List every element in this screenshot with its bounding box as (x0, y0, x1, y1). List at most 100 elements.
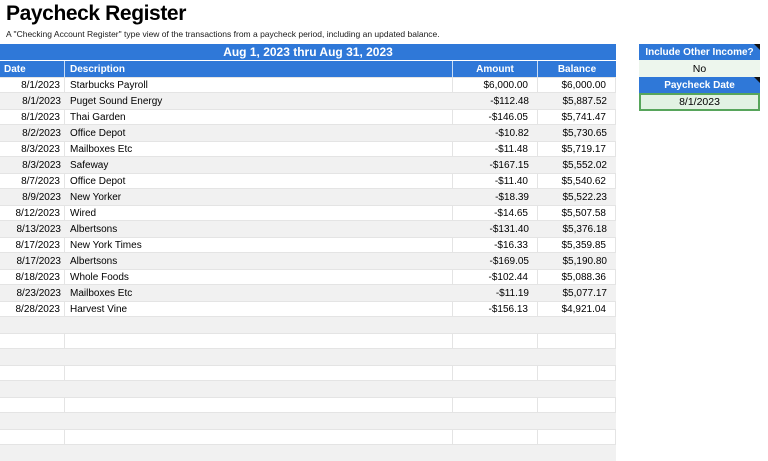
table-row[interactable]: 8/7/2023 Office Depot -$11.40 $5,540.62 (0, 173, 616, 189)
cell-date[interactable]: 8/3/2023 (0, 142, 65, 156)
table-row[interactable]: 8/1/2023 Thai Garden -$146.05 $5,741.47 (0, 109, 616, 125)
cell-amount[interactable]: -$167.15 (489, 159, 529, 171)
cell-description[interactable]: Harvest Vine (65, 302, 453, 316)
cell-amount[interactable]: -$11.19 (495, 287, 529, 299)
cell-balance[interactable]: $5,719.17 (538, 142, 616, 156)
cell-amount[interactable] (453, 413, 538, 429)
table-row[interactable]: 8/12/2023 Wired -$14.65 $5,507.58 (0, 205, 616, 221)
cell-balance[interactable]: $5,540.62 (538, 174, 616, 188)
cell-description[interactable]: Mailboxes Etc (70, 287, 133, 299)
cell-balance[interactable]: $5,887.52 (562, 95, 608, 107)
cell-amount[interactable]: -$156.13 (453, 302, 538, 316)
column-header-balance[interactable]: Balance (557, 63, 597, 75)
cell-description[interactable]: Albertsons (70, 255, 118, 267)
cell-date[interactable]: 8/1/2023 (22, 95, 61, 107)
cell-date[interactable] (0, 430, 65, 444)
cell-amount[interactable]: -$112.48 (490, 95, 529, 107)
cell-balance[interactable] (538, 430, 616, 444)
table-row[interactable] (0, 349, 616, 365)
cell-amount[interactable]: $6,000.00 (453, 78, 538, 92)
cell-description[interactable]: Safeway (70, 159, 109, 171)
table-row[interactable] (0, 413, 616, 429)
cell-balance[interactable]: $5,077.17 (562, 287, 608, 299)
table-row[interactable] (0, 429, 616, 445)
cell-amount[interactable] (453, 317, 538, 333)
cell-date[interactable]: 8/28/2023 (0, 302, 65, 316)
cell-description[interactable] (65, 366, 453, 380)
cell-date[interactable] (0, 381, 65, 397)
table-row[interactable]: 8/17/2023 Albertsons -$169.05 $5,190.80 (0, 253, 616, 269)
paycheck-date-value[interactable]: 8/1/2023 (639, 93, 760, 111)
cell-date[interactable] (0, 413, 65, 429)
table-row[interactable]: 8/1/2023 Starbucks Payroll $6,000.00 $6,000… (0, 77, 616, 93)
cell-balance[interactable]: $5,741.47 (538, 110, 616, 124)
cell-amount[interactable]: -$18.39 (495, 191, 529, 203)
cell-balance[interactable]: $4,921.04 (538, 302, 616, 316)
table-row[interactable] (0, 317, 616, 333)
cell-description[interactable]: Mailboxes Etc (65, 142, 453, 156)
cell-balance[interactable] (538, 317, 616, 333)
cell-date[interactable]: 8/7/2023 (0, 174, 65, 188)
cell-balance[interactable] (538, 381, 616, 397)
cell-amount[interactable] (453, 381, 538, 397)
cell-description[interactable]: Starbucks Payroll (65, 78, 453, 92)
table-row[interactable] (0, 333, 616, 349)
cell-balance[interactable]: $5,552.02 (562, 159, 608, 171)
cell-amount[interactable] (453, 445, 538, 461)
cell-date[interactable]: 8/18/2023 (0, 270, 65, 284)
cell-balance[interactable] (538, 366, 616, 380)
column-header-amount[interactable]: Amount (453, 61, 538, 77)
table-row[interactable]: 8/18/2023 Whole Foods -$102.44 $5,088.36 (0, 269, 616, 285)
include-other-income-header[interactable]: Include Other Income? (639, 44, 760, 60)
cell-date[interactable]: 8/1/2023 (0, 78, 65, 92)
cell-amount[interactable]: -$169.05 (489, 255, 529, 267)
cell-amount[interactable]: -$11.48 (453, 142, 538, 156)
cell-balance[interactable]: $5,730.65 (562, 127, 608, 139)
cell-amount[interactable]: -$102.44 (453, 270, 538, 284)
cell-balance[interactable]: $6,000.00 (538, 78, 616, 92)
cell-description[interactable]: New York Times (65, 238, 453, 252)
table-row[interactable] (0, 365, 616, 381)
cell-description[interactable] (65, 430, 453, 444)
cell-date[interactable] (0, 445, 65, 461)
cell-description[interactable] (65, 413, 453, 429)
cell-balance[interactable] (538, 445, 616, 461)
table-row[interactable]: 8/28/2023 Harvest Vine -$156.13 $4,921.04 (0, 301, 616, 317)
table-row[interactable] (0, 397, 616, 413)
cell-description[interactable] (65, 349, 453, 365)
cell-date[interactable] (0, 317, 65, 333)
cell-description[interactable]: Wired (65, 206, 453, 220)
paycheck-date-header[interactable]: Paycheck Date (639, 77, 760, 93)
cell-description[interactable]: Puget Sound Energy (70, 95, 163, 107)
cell-balance[interactable]: $5,088.36 (538, 270, 616, 284)
cell-description[interactable]: Office Depot (70, 127, 126, 139)
cell-date[interactable]: 8/23/2023 (16, 287, 62, 299)
cell-description[interactable] (65, 317, 453, 333)
cell-date[interactable] (0, 398, 65, 412)
table-row[interactable]: 8/13/2023 Albertsons -$131.40 $5,376.18 (0, 221, 616, 237)
include-other-income-value[interactable]: No (639, 60, 760, 77)
cell-amount[interactable] (453, 349, 538, 365)
cell-balance[interactable] (538, 349, 616, 365)
cell-date[interactable] (0, 349, 65, 365)
cell-description[interactable]: Whole Foods (65, 270, 453, 284)
cell-amount[interactable] (453, 334, 538, 348)
table-row[interactable] (0, 381, 616, 397)
cell-description[interactable] (65, 381, 453, 397)
cell-balance[interactable] (538, 413, 616, 429)
cell-date[interactable]: 8/1/2023 (0, 110, 65, 124)
cell-date[interactable] (0, 366, 65, 380)
cell-amount[interactable] (453, 398, 538, 412)
cell-date[interactable]: 8/9/2023 (22, 191, 61, 203)
column-header-date[interactable]: Date (0, 61, 65, 77)
cell-amount[interactable]: -$11.40 (453, 174, 538, 188)
cell-date[interactable]: 8/17/2023 (0, 238, 65, 252)
cell-date[interactable]: 8/13/2023 (16, 223, 62, 235)
cell-balance[interactable]: $5,376.18 (562, 223, 608, 235)
table-row[interactable] (0, 445, 616, 461)
cell-description[interactable] (65, 398, 453, 412)
cell-amount[interactable]: -$131.40 (489, 223, 529, 235)
cell-description[interactable] (65, 445, 453, 461)
cell-balance[interactable]: $5,522.23 (562, 191, 608, 203)
cell-description[interactable] (65, 334, 453, 348)
